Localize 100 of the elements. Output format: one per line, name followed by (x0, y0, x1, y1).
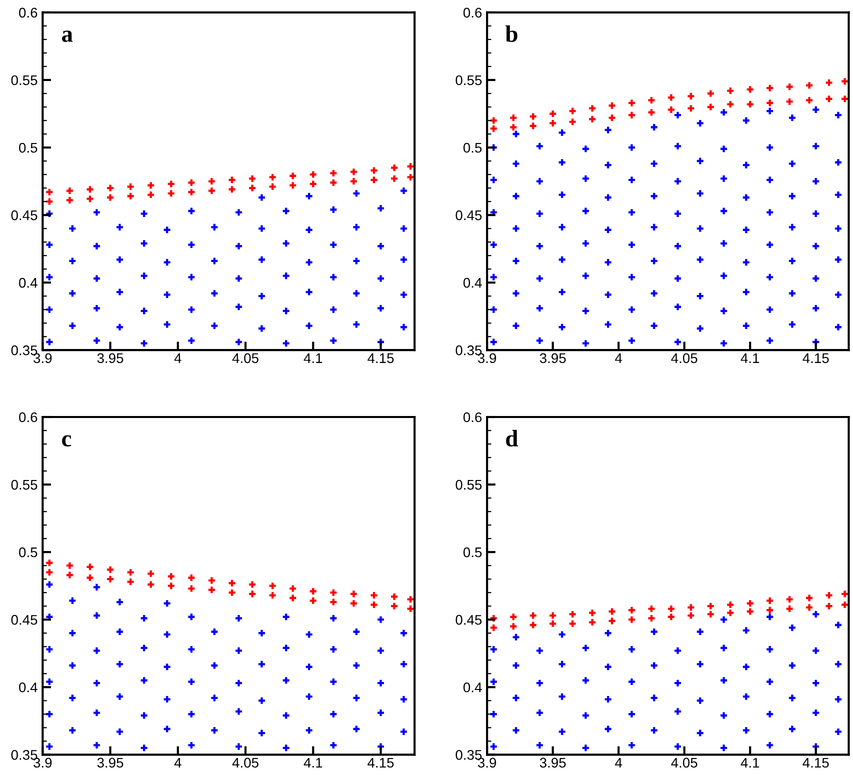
point (589, 619, 596, 626)
point (786, 606, 793, 612)
point (228, 186, 236, 193)
point (370, 592, 378, 599)
point (168, 190, 174, 197)
point (290, 182, 296, 189)
point (86, 196, 94, 202)
point (127, 183, 134, 190)
point (746, 101, 754, 108)
point (707, 602, 714, 610)
point (510, 623, 517, 630)
point (330, 589, 337, 596)
point (350, 600, 357, 607)
x-tick-label: 4.05 (232, 758, 258, 768)
point (249, 581, 256, 588)
y-tick-label: 0.5 (463, 547, 482, 558)
x-tick-label: 3.9 (34, 758, 52, 768)
point (786, 83, 793, 90)
point (608, 114, 616, 122)
point (746, 600, 754, 607)
x-tick-label: 4.15 (802, 758, 829, 768)
chart-title: d (506, 430, 518, 447)
point (407, 606, 414, 612)
point (569, 118, 576, 126)
y-tick-label: 0.5 (19, 547, 38, 558)
point (330, 170, 337, 176)
point (269, 582, 276, 590)
point (208, 577, 215, 584)
x-tick-label: 4.15 (368, 758, 394, 768)
point (330, 179, 337, 186)
point (107, 566, 114, 573)
point (168, 180, 174, 188)
point (46, 569, 53, 576)
point (127, 569, 134, 576)
point (786, 596, 793, 603)
x-tick-label: 3.9 (478, 758, 496, 768)
point (707, 90, 714, 97)
point (550, 612, 556, 619)
point (66, 572, 73, 578)
point (668, 94, 674, 101)
x-tick-label: 3.95 (97, 758, 124, 768)
point (249, 590, 256, 598)
point (127, 192, 134, 200)
point (530, 622, 536, 628)
point (391, 164, 398, 172)
point (608, 618, 616, 624)
x-tick-label: 4 (174, 353, 182, 363)
point (290, 172, 296, 180)
point (688, 105, 694, 112)
point (727, 101, 734, 108)
y-tick-label: 0.45 (456, 614, 482, 625)
point (569, 620, 576, 627)
point (407, 174, 414, 180)
point (350, 590, 357, 598)
y-tick-label: 0.4 (463, 682, 482, 692)
point (806, 82, 813, 89)
point (550, 110, 556, 117)
point (628, 606, 635, 614)
point (727, 610, 734, 616)
point (842, 78, 848, 85)
point (569, 610, 576, 618)
y-tick-label: 0.55 (11, 480, 38, 490)
point (550, 620, 556, 627)
point (269, 174, 276, 180)
y-tick-label: 0.6 (463, 412, 482, 422)
point (228, 176, 236, 184)
point (490, 125, 497, 132)
x-tick-label: 4 (174, 758, 182, 768)
point (350, 178, 357, 185)
point (290, 594, 296, 602)
point (391, 593, 398, 600)
y-tick-label: 0.45 (11, 614, 38, 625)
point (826, 96, 832, 102)
point (66, 562, 73, 569)
point (310, 171, 316, 178)
point (826, 592, 832, 599)
point (530, 113, 536, 120)
y-tick-label: 0.6 (19, 412, 38, 422)
y-tick-label: 0.45 (11, 210, 38, 220)
point (826, 79, 832, 86)
x-tick-label: 3.95 (97, 353, 124, 364)
point (310, 588, 316, 594)
point (86, 186, 94, 193)
y-tick-label: 0.35 (456, 345, 482, 356)
y-tick-label: 0.35 (456, 750, 482, 760)
point (188, 585, 195, 592)
point (766, 606, 774, 614)
point (688, 612, 694, 619)
point (589, 105, 596, 112)
point (766, 84, 774, 92)
x-tick-label: 3.95 (540, 353, 566, 364)
point (842, 601, 848, 608)
point (608, 102, 616, 109)
point (707, 104, 714, 110)
point (628, 616, 635, 623)
point (707, 610, 714, 618)
x-tick-label: 4.05 (671, 353, 698, 364)
point (269, 183, 276, 190)
y-tick-label: 0.55 (456, 75, 482, 86)
point (168, 573, 174, 580)
